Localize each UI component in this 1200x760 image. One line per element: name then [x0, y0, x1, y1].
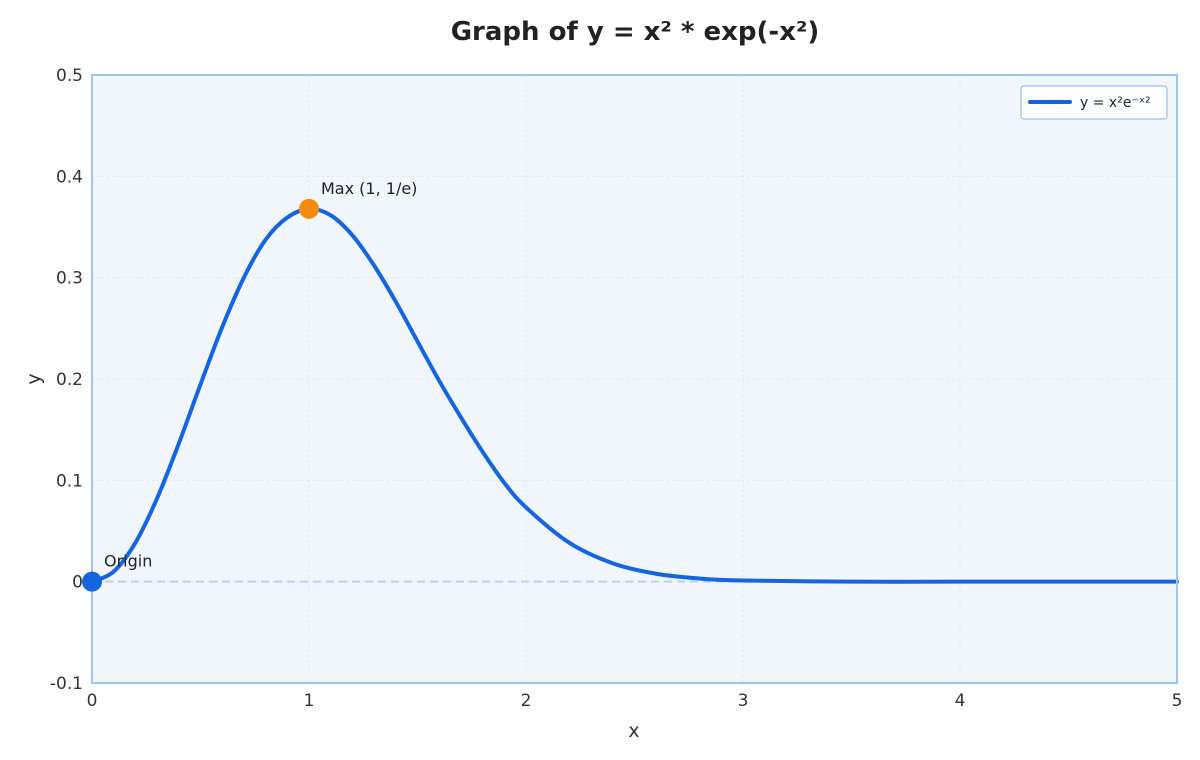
legend-box — [1020, 85, 1168, 120]
annotated-points: Max (1, 1/e) Origin — [82, 179, 417, 592]
y-axis-ticks: -0.1 0 0.1 0.2 0.3 0.4 0.5 — [50, 66, 83, 694]
series-line — [90, 206, 1179, 584]
plot-area — [92, 75, 1177, 683]
x-tick-label: 3 — [738, 691, 749, 711]
y-tick-label: 0.3 — [56, 269, 83, 289]
x-axis-label: x — [628, 720, 639, 742]
plot-frame — [91, 74, 1178, 684]
x-tick-label: 1 — [304, 691, 315, 711]
y-tick-label: 0.5 — [56, 66, 83, 86]
y-tick-label: 0 — [72, 573, 83, 593]
max-annotation: Max (1, 1/e) — [321, 179, 417, 198]
legend: y = x²e⁻ˣ² — [1020, 85, 1168, 120]
chart-title: Graph of y = x² * exp(-x²) — [451, 17, 820, 47]
origin-annotation: Origin — [104, 552, 152, 571]
y-tick-label: 0.1 — [56, 471, 83, 491]
x-tick-label: 5 — [1172, 691, 1183, 711]
origin-point-marker — [82, 571, 102, 592]
legend-label: y = x²e⁻ˣ² — [1080, 95, 1151, 111]
max-point-marker — [299, 198, 319, 219]
y-tick-label: 0.4 — [56, 167, 83, 187]
x-axis-ticks: 0 1 2 3 4 5 — [87, 691, 1183, 711]
x-tick-label: 0 — [87, 691, 98, 711]
y-tick-label: 0.2 — [56, 370, 83, 390]
x-tick-label: 4 — [955, 691, 966, 711]
y-tick-label: -0.1 — [50, 674, 83, 694]
y-axis-label: y — [23, 373, 45, 384]
x-tick-label: 2 — [521, 691, 532, 711]
